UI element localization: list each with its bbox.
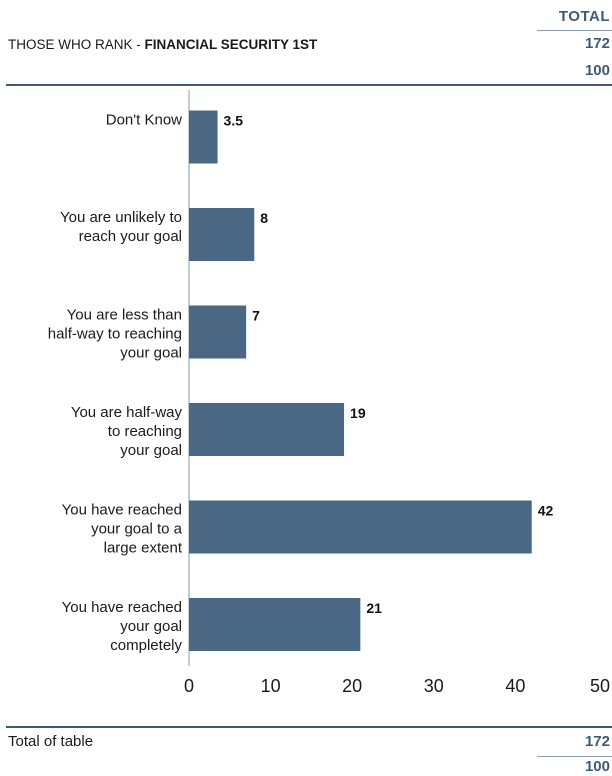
value-label: 42 — [538, 503, 554, 519]
bar — [189, 598, 361, 651]
x-tick-label: 0 — [184, 676, 194, 696]
bar-chart: 3.5 Don't Know 8 You are unlikely to reach y… — [48, 90, 610, 696]
category-label-line: You are unlikely to — [60, 209, 182, 226]
title-bold: FINANCIAL SECURITY 1ST — [144, 37, 318, 52]
header-divider — [537, 30, 612, 31]
category-label-line: your goal — [120, 618, 182, 635]
title-prefix: THOSE WHO RANK - — [8, 37, 145, 52]
base-percent: 100 — [584, 62, 610, 79]
category-label-line: half-way to reaching — [48, 326, 182, 343]
x-tick-label: 40 — [505, 676, 525, 696]
value-label: 21 — [366, 600, 382, 616]
category-label-line: your goal — [120, 345, 182, 362]
category-label-line: completely — [110, 637, 182, 654]
category-label-line: You have reached — [62, 599, 182, 616]
bar — [189, 305, 247, 359]
category-label-line: your goal — [120, 442, 182, 459]
footer-count: 172 — [584, 733, 610, 750]
x-tick-label: 30 — [424, 676, 444, 696]
value-label: 19 — [350, 405, 366, 421]
category-label: You have reached your goal to a large exte… — [62, 502, 183, 557]
category-label-line: You are half-way — [71, 404, 183, 421]
category-label-line: to reaching — [108, 423, 182, 440]
chart-bottom-divider — [6, 726, 612, 728]
footer-label: Total of table — [8, 733, 94, 750]
value-label: 8 — [260, 210, 268, 226]
category-label-line: You are less than — [67, 307, 182, 324]
x-tick-label: 20 — [342, 676, 362, 696]
table-title: THOSE WHO RANK - FINANCIAL SECURITY 1ST — [8, 37, 317, 52]
category-label: You have reached your goal completely — [62, 599, 183, 654]
total-column-header: TOTAL — [558, 8, 610, 25]
category-label-line: reach your goal — [79, 228, 182, 245]
category-label-line: large extent — [104, 540, 183, 557]
category-label-line: Don't Know — [106, 112, 182, 129]
footer-percent: 100 — [584, 758, 610, 775]
category-label: You are unlikely to reach your goal — [60, 209, 182, 245]
value-label: 7 — [252, 308, 260, 324]
category-label-line: You have reached — [62, 502, 182, 519]
base-count: 172 — [584, 35, 610, 52]
chart-top-divider — [6, 84, 612, 86]
footer-divider — [537, 756, 612, 757]
x-tick-label: 10 — [261, 676, 281, 696]
category-label: You are half-way to reaching your goal — [71, 404, 183, 459]
category-label: You are less than half-way to reaching you… — [48, 307, 182, 362]
bar — [189, 500, 532, 554]
bar — [189, 208, 255, 261]
value-label: 3.5 — [224, 113, 244, 129]
bar — [189, 110, 218, 164]
category-label-line: your goal to a — [91, 521, 183, 538]
x-tick-label: 50 — [590, 676, 610, 696]
bar — [189, 403, 345, 456]
category-label: Don't Know — [106, 112, 182, 129]
